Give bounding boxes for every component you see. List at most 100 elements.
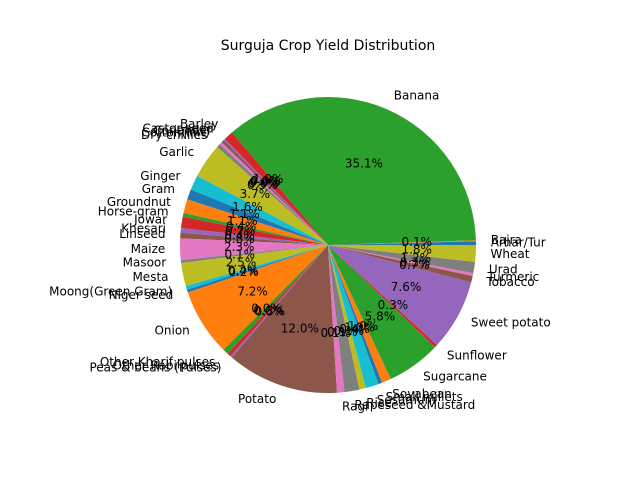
- percent-label: 0.4%: [339, 322, 370, 336]
- pie-slice-small-millets: [328, 245, 383, 385]
- pie-slice-peas-beans-pulses: [230, 245, 328, 358]
- pie-slice-ragi: [328, 245, 345, 393]
- percent-label: 0.7%: [225, 224, 256, 238]
- percent-label: 0.4%: [224, 229, 255, 243]
- pie-slice-jowar: [180, 216, 328, 245]
- percent-label: 3.7%: [240, 187, 271, 201]
- slice-label: Khesari: [121, 221, 166, 235]
- slice-label: Jowar: [133, 213, 167, 227]
- slice-label: Ginger: [140, 169, 180, 183]
- pie-slice-bajra: [328, 240, 476, 245]
- slice-label: Mesta: [132, 270, 168, 284]
- slice-label: Bajra: [491, 233, 522, 247]
- pie-slice-castor-seed: [223, 138, 328, 245]
- pie-slice-sunflower: [328, 245, 438, 348]
- pie-slices: [179, 97, 477, 394]
- pie-slice-tobacco: [328, 245, 473, 283]
- slice-label: Garlic: [159, 145, 194, 159]
- pie-slice-potato: [231, 245, 337, 394]
- percent-label: 0.3%: [378, 298, 409, 312]
- slice-label: Barley: [180, 117, 218, 131]
- slice-label: Sweet potato: [471, 315, 551, 329]
- percent-label: 1.8%: [401, 243, 432, 257]
- pie-slice-maize: [179, 238, 328, 261]
- pie-slice-masoor: [180, 245, 328, 263]
- slice-label: Small millets: [386, 390, 463, 404]
- percent-label: 0.1%: [225, 247, 256, 261]
- chart-title: Surguja Crop Yield Distribution: [221, 38, 436, 54]
- slice-label: Gram: [142, 182, 175, 196]
- percent-label: 0.8%: [224, 232, 255, 246]
- slice-label: Sugarcane: [423, 370, 487, 384]
- pie-slice-gram: [187, 189, 328, 245]
- pie-slice-other-rabi-pulses: [227, 245, 328, 357]
- pie-slice-turmeric: [328, 245, 474, 277]
- percent-label: 0.1%: [334, 324, 365, 338]
- slice-label: Sesamum: [377, 393, 437, 407]
- slice-label: Niger seed: [109, 288, 174, 302]
- pie-slice-niger-seed: [186, 245, 328, 293]
- percent-label: 1.1%: [229, 207, 260, 221]
- pie-slice-onion: [187, 245, 328, 350]
- percent-labels: 0.1%35.1%1.0%0.0%0.0%0.0%0.3%3.7%1.6%1.1…: [224, 156, 432, 340]
- slice-label: Linseed: [119, 227, 165, 241]
- pie-slice-groundnut: [183, 199, 328, 245]
- pie-slice-ginger: [190, 175, 328, 245]
- pie-slice-linseed: [180, 232, 328, 245]
- slice-label: Arhar/Tur: [491, 235, 546, 249]
- percent-label: 0.3%: [255, 305, 286, 319]
- slice-label: Rapeseed &Mustard: [354, 398, 475, 412]
- pie-slice-sugarcane: [328, 245, 436, 380]
- pie-slice-arhar-tur: [328, 241, 476, 245]
- percent-label: 7.6%: [391, 280, 422, 294]
- slice-label: Maize: [131, 242, 166, 256]
- slice-label: Ragi: [342, 400, 368, 414]
- percent-label: 0.1%: [320, 326, 351, 340]
- slice-label: Sunflower: [447, 349, 507, 363]
- percent-label: 0.3%: [247, 178, 278, 192]
- percent-label: 0.4%: [226, 219, 257, 233]
- pie-slice-barley: [224, 132, 328, 245]
- percent-label: 0.6%: [253, 304, 284, 318]
- percent-label: 12.0%: [281, 322, 319, 336]
- pie-slice-soyabean: [328, 245, 391, 383]
- slice-label: Moong(Green Gram): [49, 285, 172, 299]
- slice-label: Tobacco: [485, 275, 534, 289]
- percent-label: 1.2%: [401, 251, 432, 265]
- slice-label: Urad: [489, 262, 518, 276]
- percent-label: 1.0%: [253, 172, 284, 186]
- percent-label: 7.2%: [237, 284, 268, 298]
- percent-label: 2.5%: [226, 255, 257, 269]
- slice-label: Turmeric: [487, 270, 540, 284]
- slice-label: Groundnut: [107, 195, 171, 209]
- pie-slice-mesta: [181, 245, 328, 287]
- slice-label: Masoor: [123, 256, 167, 270]
- percent-label: 0.4%: [228, 263, 259, 277]
- pie-slice-rapeseed-mustard: [328, 245, 360, 393]
- slice-label: Banana: [394, 89, 440, 103]
- slice-label: Horse-gram: [98, 204, 169, 218]
- pie-slice-wheat: [328, 245, 477, 263]
- slice-label: Wheat: [491, 247, 530, 261]
- percent-label: 0.0%: [249, 175, 280, 189]
- pie-slice-urad: [328, 245, 476, 274]
- pie-slice-rice: [328, 245, 366, 390]
- slice-label: Onion: [154, 324, 189, 338]
- slice-label: Coriander: [153, 123, 212, 137]
- slice-label: Other Kharif pulses: [100, 355, 215, 369]
- pie-slice-sweet-potato: [328, 245, 472, 346]
- percent-label: 5.8%: [365, 310, 396, 324]
- percent-label: 1.1%: [227, 214, 258, 228]
- percent-label: 0.1%: [402, 235, 433, 249]
- pie-slice-dry-chillies: [217, 144, 328, 245]
- pie-slice-garlic: [197, 147, 328, 245]
- percent-label: 1.6%: [232, 200, 263, 214]
- percent-label: 0.0%: [251, 302, 282, 316]
- pie-slice-other-kharif-pulses: [223, 245, 328, 354]
- pie-slice-horse-gram: [182, 213, 328, 245]
- pie-slice-sesamum: [328, 245, 379, 389]
- percent-label: 35.1%: [345, 156, 383, 170]
